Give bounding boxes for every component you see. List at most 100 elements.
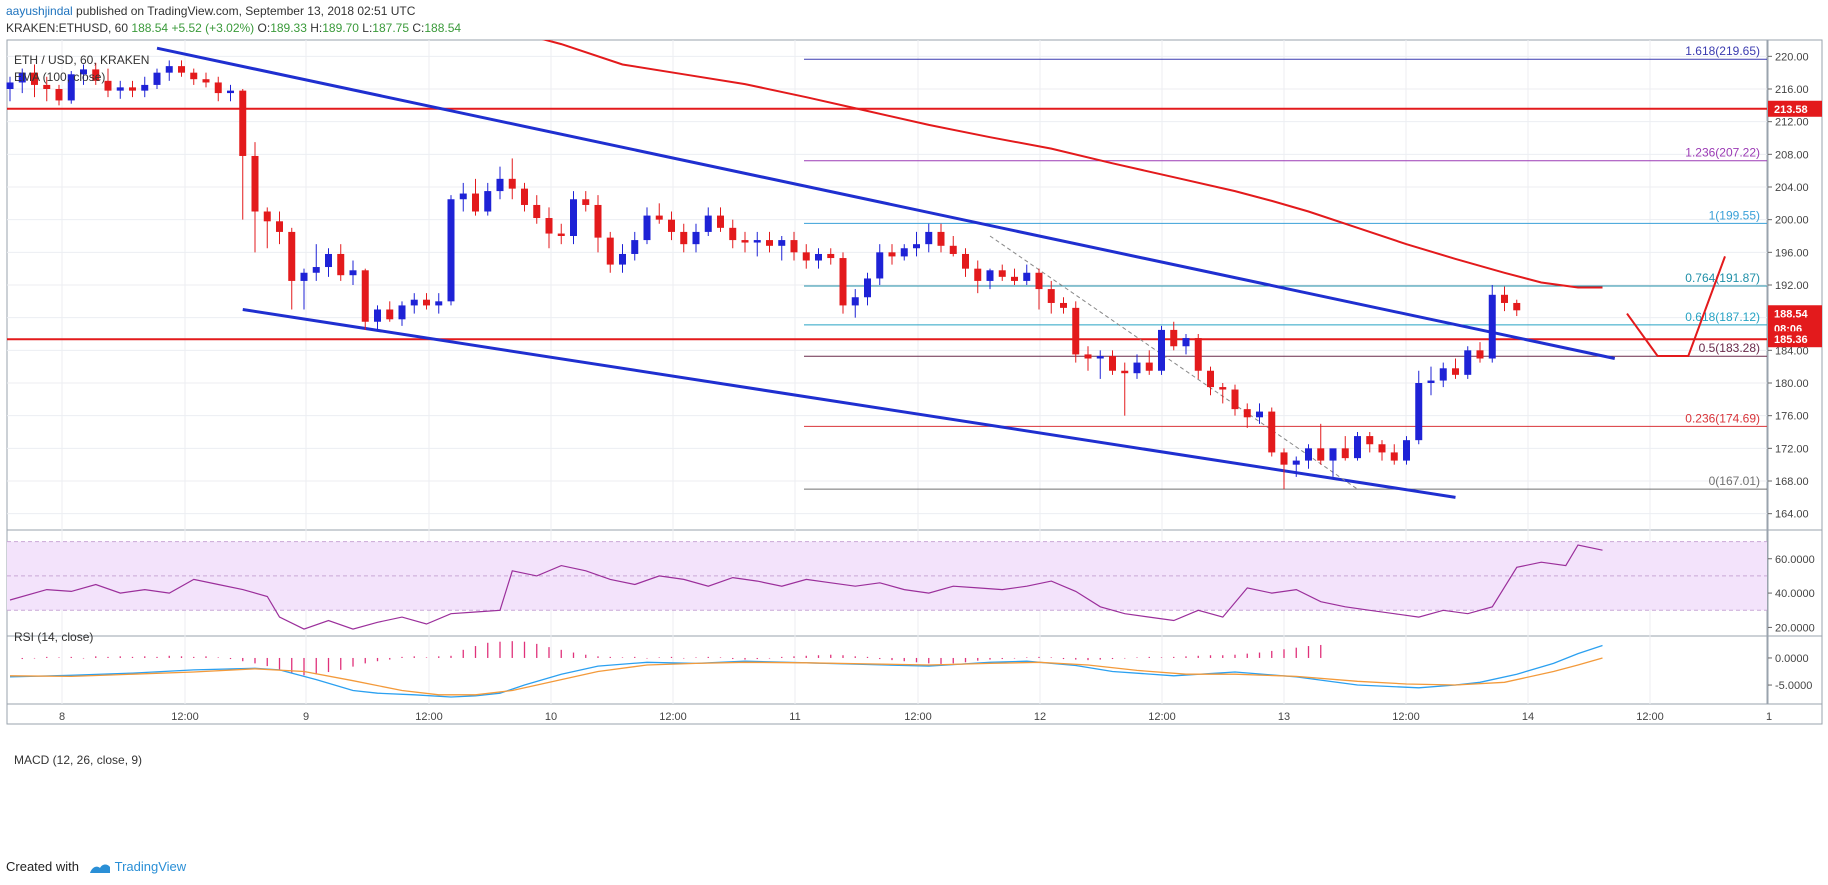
candle-body (839, 258, 847, 306)
candle-body (435, 301, 443, 306)
candle-body (1072, 307, 1080, 355)
candle-body (851, 297, 859, 306)
macd-line (9, 644, 1603, 698)
fib-level-label: 1.236(207.22) (1685, 146, 1760, 160)
candle-body (423, 299, 430, 306)
projection-path (1626, 256, 1726, 357)
candle-body (1145, 362, 1153, 371)
x-tick-label: 13 (1278, 711, 1290, 723)
fib-level-label: 0.5(183.28) (1699, 341, 1760, 355)
fib-level-label: 1(199.55) (1709, 208, 1760, 222)
candle-body (606, 237, 614, 265)
candle-body (1170, 329, 1178, 347)
candle-body (1366, 436, 1374, 445)
candle-body (1292, 460, 1300, 465)
fib-ratio: 0 (1709, 474, 1716, 488)
candle-body (741, 240, 749, 243)
candle-body (692, 231, 700, 245)
fib-level-label: 0.236(174.69) (1685, 411, 1760, 425)
candle-body (165, 66, 173, 73)
fib-price: (187.12) (1715, 310, 1760, 324)
price-tag (1768, 305, 1822, 322)
publish-info: published on TradingView.com, September … (72, 4, 416, 18)
fib-ratio: 1.236 (1685, 146, 1715, 160)
candle-body (1084, 354, 1092, 359)
candle-body (202, 79, 210, 83)
candle-body (153, 72, 161, 85)
candle-body (300, 272, 308, 281)
candle-body (447, 199, 455, 302)
rsi-line (9, 544, 1603, 630)
candle-body (1207, 370, 1214, 388)
candle-body (949, 245, 957, 254)
candle-body (986, 270, 994, 281)
tradingview-link[interactable]: TradingView (114, 859, 187, 874)
candle-body (349, 270, 357, 276)
candle-body (6, 82, 14, 89)
candle-body (1476, 350, 1484, 359)
candle-body (582, 199, 590, 205)
candle-body (668, 219, 675, 232)
candle-body (827, 253, 835, 259)
candle-body (1452, 368, 1459, 375)
y-tick-label: 180.00 (1775, 378, 1809, 390)
x-tick-label: 12:00 (659, 711, 687, 723)
symbol-line: KRAKEN:ETHUSD, 60 188.54 +5.52 (+3.02%) … (6, 21, 461, 35)
candle-body (533, 204, 541, 219)
open-value: 189.33 (270, 21, 307, 35)
author-link[interactable]: aayushjindal (6, 4, 73, 18)
ema-legend: EMA (100, close) (14, 70, 105, 84)
candle-body (1403, 440, 1410, 461)
x-tick-label: 12 (1034, 711, 1046, 723)
high-label: H: (310, 21, 323, 35)
rsi-pane-title: RSI (14, close) (14, 630, 93, 644)
y-tick-label: 184.00 (1775, 345, 1809, 357)
candle-body (1243, 409, 1251, 418)
y-tick-label: 208.00 (1775, 149, 1809, 161)
rsi-tick-label: 20.0000 (1775, 622, 1815, 634)
x-tick-label: 12:00 (1636, 711, 1664, 723)
candle-body (288, 231, 296, 281)
candle-body (1109, 356, 1116, 371)
x-tick-label: 11 (789, 711, 800, 723)
price-pane-title: ETH / USD, 60, KRAKEN (14, 53, 149, 67)
candle-body (1280, 452, 1288, 465)
candle-body (374, 309, 381, 322)
candle-body (1047, 289, 1055, 303)
candle-body (1329, 448, 1337, 461)
rsi-tick-label: 60.0000 (1775, 554, 1815, 566)
x-tick-label: 10 (545, 711, 557, 723)
macd-pane-title: MACD (12, 26, close, 9) (14, 753, 142, 767)
price-tag (1768, 100, 1822, 117)
fib-level-label: 0.764(191.87) (1685, 271, 1760, 285)
candle-body (276, 221, 283, 232)
candle-body (1427, 380, 1435, 383)
candle-body (129, 87, 136, 91)
created-with-label: Created with (6, 859, 79, 874)
candle-body (459, 193, 467, 200)
candle-body (913, 244, 920, 249)
candle-body (1060, 302, 1067, 308)
fib-level-label: 0(167.01) (1709, 474, 1760, 488)
candle-body (178, 66, 185, 73)
macd-tick-label: -5.0000 (1775, 680, 1812, 692)
y-tick-label: 164.00 (1775, 509, 1809, 521)
candle-body (1096, 356, 1104, 359)
candle-body (1390, 452, 1398, 461)
candle-body (570, 199, 577, 236)
fib-ratio: 0.5 (1699, 341, 1716, 355)
candle-body (876, 252, 884, 279)
candle-body (80, 69, 87, 75)
candle-body (704, 215, 712, 232)
candle-body (214, 82, 222, 94)
candle-body (508, 178, 516, 189)
candle-body (790, 240, 798, 253)
candle-body (1354, 436, 1361, 459)
upper-trend-line (156, 46, 1616, 360)
candle-body (680, 231, 688, 245)
price-change: +5.52 (+3.02%) (171, 21, 255, 35)
tradingview-logo-icon[interactable] (89, 861, 111, 875)
candle-body (937, 231, 945, 246)
fib-price: (174.69) (1715, 411, 1760, 425)
